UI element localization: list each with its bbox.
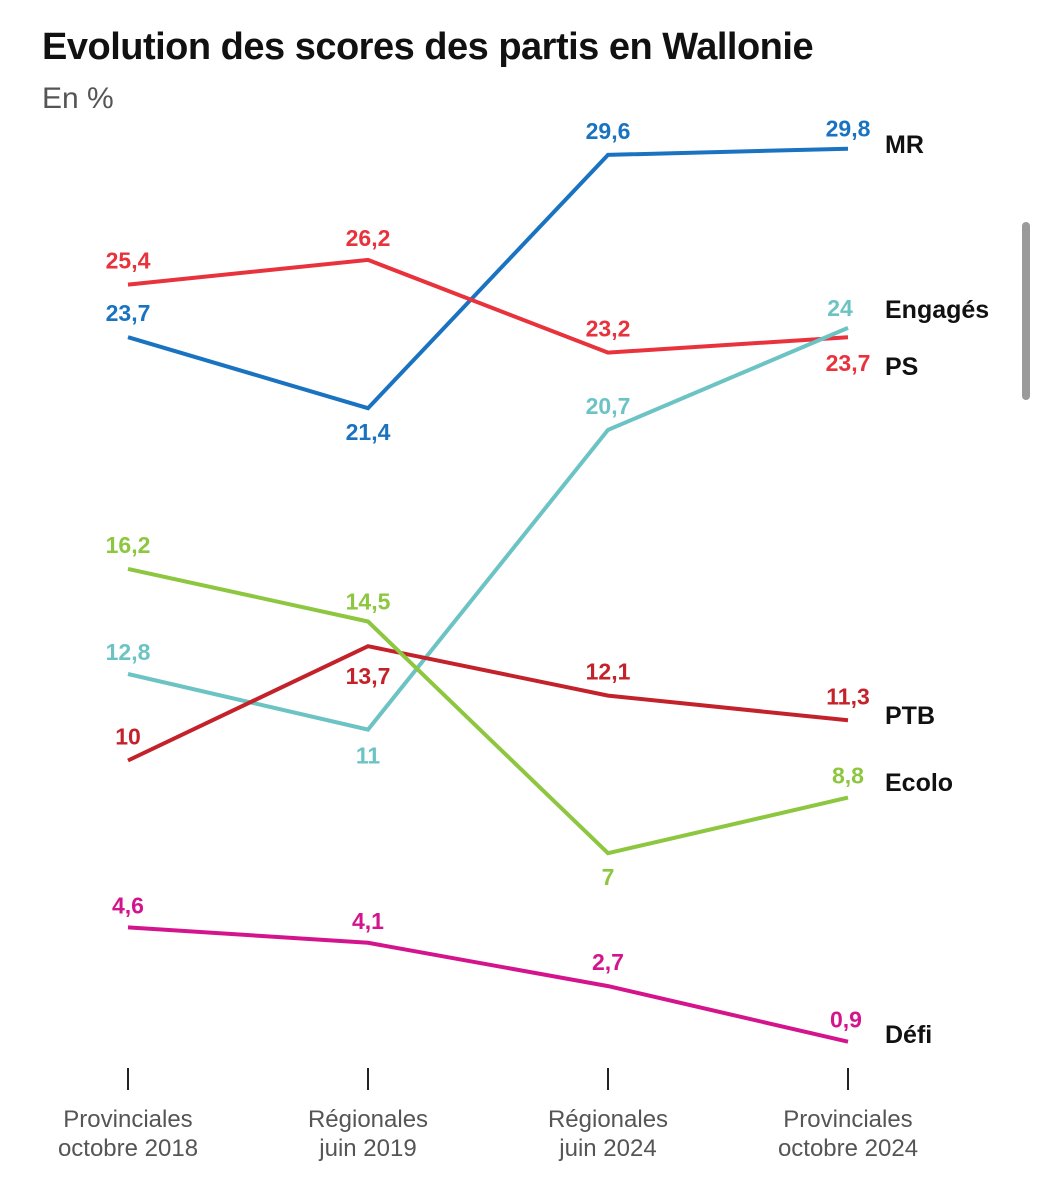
x-tick-label-2-line1: Régionales: [308, 1106, 428, 1133]
data-label-engags-2: 11: [356, 743, 381, 769]
data-label-mr-2: 21,4: [346, 419, 391, 445]
data-label-ps-3: 23,2: [586, 316, 631, 342]
data-label-ecolo-1: 16,2: [106, 532, 151, 558]
data-label-ptb-4: 11,3: [826, 683, 870, 709]
x-tick-label-1-line1: Provinciales: [63, 1106, 192, 1133]
data-label-ecolo-3: 7: [602, 864, 615, 890]
x-tick-label-4-line2: octobre 2024: [778, 1135, 918, 1162]
data-label-dfi-3: 2,7: [592, 949, 624, 975]
data-label-ptb-3: 12,1: [586, 659, 631, 685]
data-label-ecolo-2: 14,5: [346, 588, 391, 614]
data-label-engags-1: 12,8: [106, 639, 151, 665]
series-line-ptb: [127, 644, 849, 763]
x-tick-label-2-line2: juin 2019: [318, 1135, 416, 1162]
data-label-ps-1: 25,4: [106, 248, 151, 274]
x-tick-label-3-line1: Régionales: [548, 1106, 668, 1133]
data-label-dfi-2: 4,1: [352, 908, 384, 934]
data-label-engags-4: 24: [827, 295, 853, 321]
data-label-dfi-1: 4,6: [112, 892, 144, 918]
data-label-ptb-2: 13,7: [346, 663, 391, 689]
data-label-mr-1: 23,7: [106, 300, 151, 326]
data-label-engags-3: 20,7: [586, 393, 631, 419]
data-label-mr-4: 29,8: [826, 116, 871, 142]
scrollbar-thumb[interactable]: [1022, 222, 1030, 400]
series-line-ps: [127, 257, 849, 355]
data-label-ecolo-4: 8,8: [832, 763, 864, 789]
data-label-ps-4: 23,7: [826, 350, 871, 376]
x-tick-label-4-line1: Provinciales: [783, 1106, 912, 1133]
series-line-dfi: [127, 925, 849, 1044]
data-label-ps-2: 26,2: [346, 225, 391, 251]
x-tick-label-1-line2: octobre 2018: [58, 1135, 198, 1162]
chart-title: Evolution des scores des partis en Wallo…: [42, 26, 814, 68]
series-name-ptb: PTB: [885, 702, 935, 730]
data-label-mr-3: 29,6: [586, 118, 631, 144]
series-name-ecolo: Ecolo: [885, 769, 953, 797]
data-label-ptb-1: 10: [115, 724, 141, 750]
series-name-engags: Engagés: [885, 296, 989, 324]
series-name-dfi: Défi: [885, 1021, 932, 1049]
series-name-ps: PS: [885, 353, 918, 381]
series-name-mr: MR: [885, 131, 924, 159]
series-line-ecolo: [127, 566, 849, 856]
series-line-mr: [127, 146, 849, 411]
chart-subtitle: En %: [42, 82, 114, 115]
data-label-dfi-4: 0,9: [830, 1007, 862, 1033]
x-tick-label-3-line2: juin 2024: [558, 1135, 656, 1162]
